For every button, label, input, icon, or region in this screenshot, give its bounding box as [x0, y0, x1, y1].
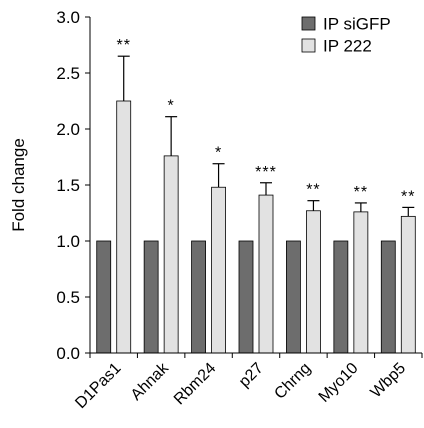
bar-ip-sigfp-wbp5 [380, 240, 396, 354]
bar-ip-222-ahnak [163, 155, 179, 354]
x-tick-label-d1pas1: D1Pas1 [72, 360, 124, 412]
legend-label-ip-222: IP 222 [323, 37, 372, 56]
x-tick-label-rbm24: Rbm24 [171, 360, 220, 409]
bar-ip-sigfp-ahnak [143, 240, 159, 354]
bar-ip-sigfp-myo10 [333, 240, 349, 354]
x-tick-label-myo10: Myo10 [316, 360, 362, 406]
legend-label-ip-sigfp: IP siGFP [323, 15, 391, 34]
bar-ip-sigfp-p27 [238, 240, 254, 354]
bar-ip-222-wbp5 [400, 215, 416, 354]
significance-label-chrng: ** [306, 182, 320, 199]
bar-ip-222-chrng [306, 210, 321, 354]
x-tick-label-ahnak: Ahnak [128, 359, 173, 404]
x-tick-label-wbp5: Wbp5 [368, 360, 410, 402]
legend: IP siGFP IP 222 [301, 15, 391, 56]
significance-label-d1pas1: ** [116, 37, 130, 54]
legend-swatch-ip-222 [301, 38, 316, 53]
y-tick-label: 1.5 [56, 176, 80, 195]
significance-label-rbm24: * [215, 145, 222, 162]
y-tick-label: 1.0 [56, 232, 80, 251]
legend-swatch-ip-sigfp [301, 16, 316, 31]
x-tick-label-p27: p27 [236, 360, 267, 391]
y-tick-label: 2.0 [56, 120, 80, 139]
y-tick-label: 3.0 [56, 8, 80, 27]
bar-ip-sigfp-chrng [286, 240, 301, 354]
bars-layer [96, 100, 416, 354]
bar-ip-sigfp-d1pas1 [96, 240, 112, 354]
bar-ip-sigfp-rbm24 [191, 240, 206, 354]
axes-layer [85, 16, 423, 358]
significance-label-wbp5: ** [401, 188, 415, 205]
x-tick-label-chrng: Chrng [271, 360, 314, 403]
bar-ip-222-rbm24 [211, 186, 226, 354]
bar-ip-222-myo10 [353, 211, 369, 354]
y-tick-label: 0.5 [56, 288, 80, 307]
y-axis-title: Fold change [9, 138, 28, 232]
bar-ip-222-p27 [258, 194, 274, 354]
significance-label-ahnak: * [168, 98, 175, 115]
error-bars-layer [117, 55, 415, 217]
bar-ip-222-d1pas1 [116, 100, 132, 354]
significance-label-myo10: ** [354, 184, 368, 201]
y-tick-label: 2.5 [56, 64, 80, 83]
y-tick-label: 0.0 [56, 344, 80, 363]
significance-label-p27: *** [255, 164, 277, 181]
